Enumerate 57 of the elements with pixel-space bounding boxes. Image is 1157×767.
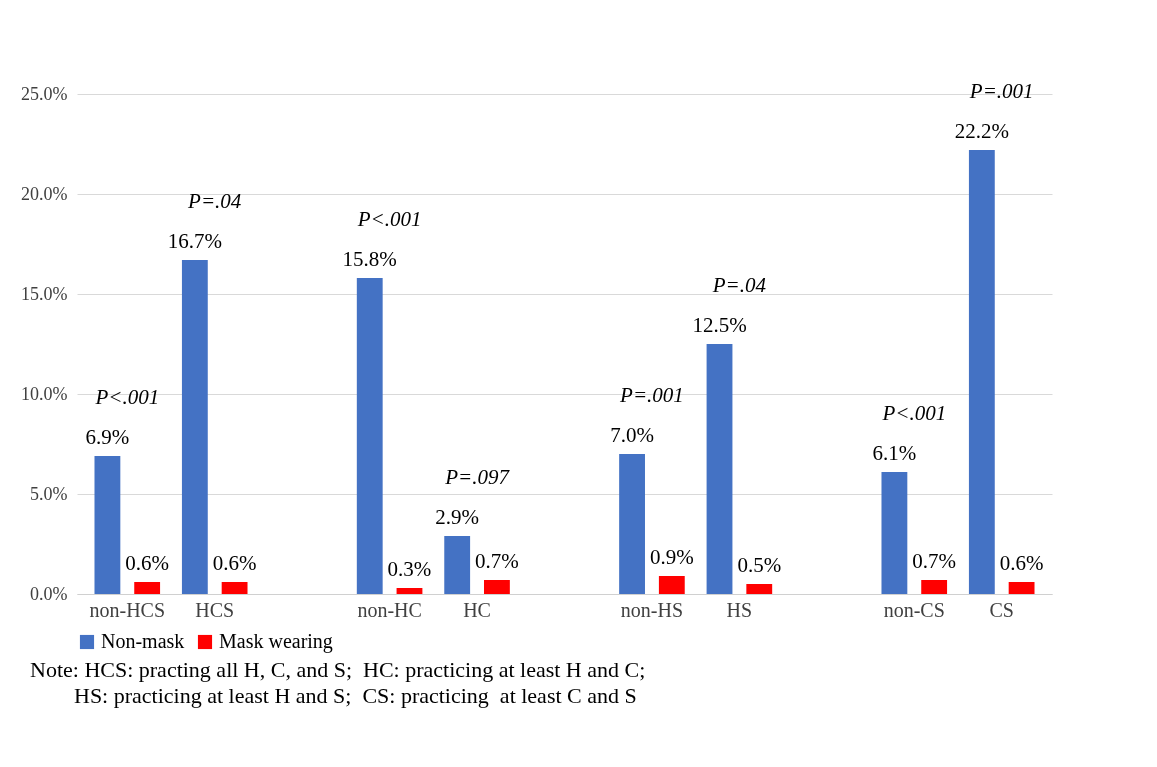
data-label: 0.6% [212, 551, 257, 575]
data-label: 12.5% [692, 313, 747, 337]
x-tick-label: CS [989, 598, 1014, 621]
data-label: 0.7% [912, 549, 957, 573]
bar [706, 344, 733, 594]
y-tick-label: 5.0% [30, 483, 68, 504]
annotation: P<.001 [94, 385, 160, 409]
annotation: P=.097 [444, 465, 511, 489]
bar [881, 472, 908, 594]
data-label: 0.9% [649, 545, 694, 569]
text: Note: HCS: practing all H, C, and S; HC: practicing at least H and C; HS: practicing at least H and S; CS: practicing at least C and S [30, 657, 647, 709]
y-tick-label: 20.0% [21, 183, 68, 204]
annotation: P=.001 [619, 383, 684, 407]
bar [968, 150, 995, 594]
data-label: 0.6% [125, 551, 170, 575]
bar [921, 580, 948, 594]
bar [746, 584, 773, 594]
x-tick-label: non-CS [883, 598, 945, 621]
x-tick-label: non-HC [357, 598, 422, 621]
data-label: 0.7% [475, 549, 519, 573]
data-label: 7.0% [610, 423, 654, 447]
annotation: P<.001 [356, 207, 422, 231]
annotation: P=.04 [711, 273, 767, 297]
bar [94, 456, 121, 594]
x-tick-label: non-HS [620, 598, 684, 621]
y-tick-label: 0.0% [30, 583, 68, 604]
data-label: 22.2% [954, 119, 1009, 143]
data-label: 6.1% [872, 441, 917, 465]
bar [221, 582, 248, 594]
x-tick-label: non-HCS [89, 598, 166, 621]
bar [134, 582, 161, 594]
bar [356, 278, 383, 594]
legend-label: Mask wearing [219, 630, 333, 653]
annotation: P<.001 [881, 401, 947, 425]
bar [484, 580, 510, 594]
data-label: 16.7% [167, 229, 222, 253]
data-label: 2.9% [435, 505, 480, 529]
data-label: 0.3% [387, 557, 432, 581]
bar [1008, 582, 1035, 594]
bar [444, 536, 471, 594]
x-tick-label: HCS [195, 598, 235, 621]
bar [396, 588, 423, 594]
bar [619, 454, 645, 594]
data-label: 15.8% [342, 247, 397, 271]
y-tick-label: 25.0% [21, 83, 68, 104]
data-label: 6.9% [85, 425, 130, 449]
annotation: P=.001 [968, 79, 1034, 103]
bar [181, 260, 208, 594]
x-tick-label: HS [726, 598, 753, 621]
y-tick-label: 15.0% [21, 283, 68, 304]
x-tick-label: HC [463, 598, 491, 621]
legend-label: Non-mask [101, 630, 185, 652]
bar [658, 576, 685, 594]
data-label: 0.6% [999, 551, 1044, 575]
annotation: P=.04 [187, 189, 242, 213]
y-tick-label: 10.0% [21, 383, 68, 404]
data-label: 0.5% [737, 553, 782, 577]
